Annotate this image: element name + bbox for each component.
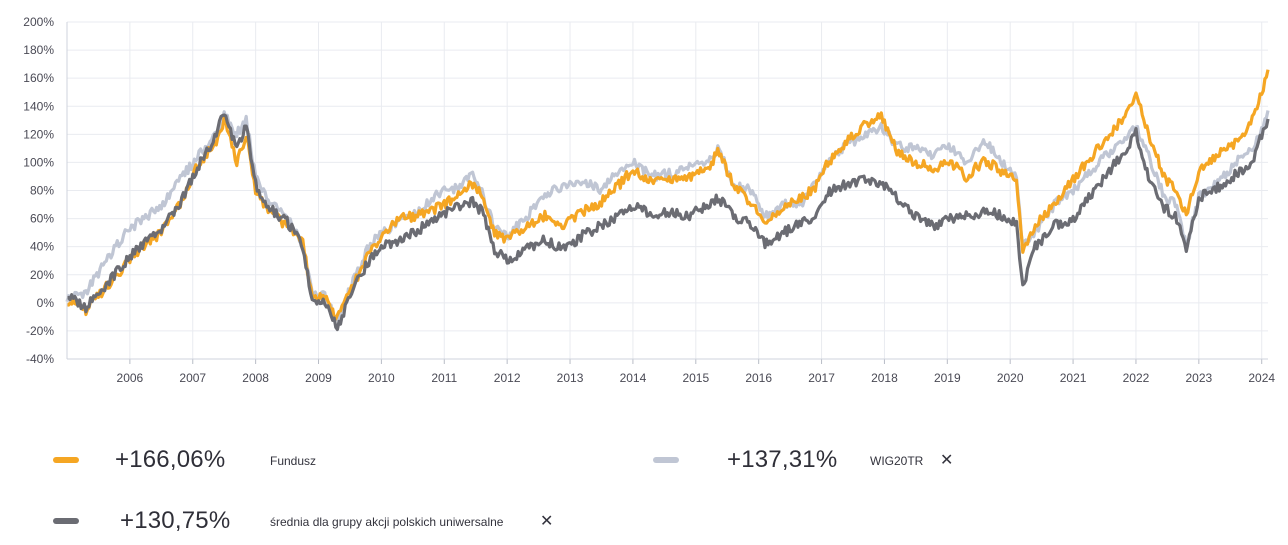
x-tick-label: 2012 (494, 371, 521, 385)
y-tick-label: 0% (37, 296, 55, 310)
legend-value-fundusz: +166,06% (115, 446, 226, 473)
legend-value-srednia: +130,75% (120, 507, 231, 534)
y-tick-label: 160% (23, 71, 54, 85)
x-tick-label: 2009 (305, 371, 332, 385)
series-line-wig20tr (65, 110, 1270, 322)
x-tick-label: 2023 (1185, 371, 1212, 385)
x-tick-label: 2016 (745, 371, 772, 385)
x-tick-label: 2011 (431, 371, 457, 385)
x-tick-label: 2019 (934, 371, 961, 385)
x-tick-label: 2007 (179, 371, 206, 385)
x-tick-label: 2010 (368, 371, 395, 385)
y-tick-label: 180% (23, 43, 54, 57)
legend-swatch-srednia (53, 518, 79, 524)
chart-axes: -40% -20% 0% 20% 40% 60% 80% 100% 120% 140% 160% 18… (23, 15, 1275, 385)
legend-swatch-fundusz (53, 457, 79, 463)
y-tick-label: 60% (30, 212, 54, 226)
x-tick-label: 2013 (557, 371, 584, 385)
x-tick-label: 2020 (997, 371, 1024, 385)
y-tick-label: 80% (30, 184, 54, 198)
y-tick-label: 40% (30, 240, 54, 254)
x-tick-label: 2017 (808, 371, 835, 385)
x-tick-label: 2008 (242, 371, 269, 385)
x-tick-label: 2024 (1248, 371, 1275, 385)
x-tick-label: 2006 (117, 371, 144, 385)
legend-swatch-wig20tr (653, 457, 679, 463)
y-tick-label: 20% (30, 268, 54, 282)
y-tick-label: -40% (26, 352, 54, 366)
y-tick-label: 200% (23, 15, 54, 29)
y-tick-label: -20% (26, 324, 54, 338)
remove-wig20tr-icon[interactable]: ✕ (940, 452, 954, 469)
legend-label-srednia: średnia dla grupy akcji polskich uniwers… (270, 515, 504, 529)
legend-label-fundusz: Fundusz (270, 454, 317, 468)
chart-series (65, 69, 1270, 332)
x-tick-label: 2022 (1123, 371, 1150, 385)
x-tick-label: 2021 (1060, 371, 1087, 385)
y-tick-label: 140% (23, 99, 54, 113)
x-tick-label: 2014 (620, 371, 647, 385)
series-line-srednia (66, 113, 1270, 332)
x-tick-label: 2018 (871, 371, 898, 385)
remove-srednia-icon[interactable]: ✕ (540, 513, 554, 530)
y-tick-label: 100% (23, 155, 54, 169)
legend-value-wig20tr: +137,31% (727, 446, 838, 473)
y-tick-label: 120% (23, 127, 54, 141)
legend-label-wig20tr: WIG20TR (870, 454, 924, 468)
x-tick-label: 2015 (682, 371, 709, 385)
performance-chart: -40% -20% 0% 20% 40% 60% 80% 100% 120% 140% 160% 18… (23, 15, 1275, 385)
chart-grid (67, 21, 1268, 360)
